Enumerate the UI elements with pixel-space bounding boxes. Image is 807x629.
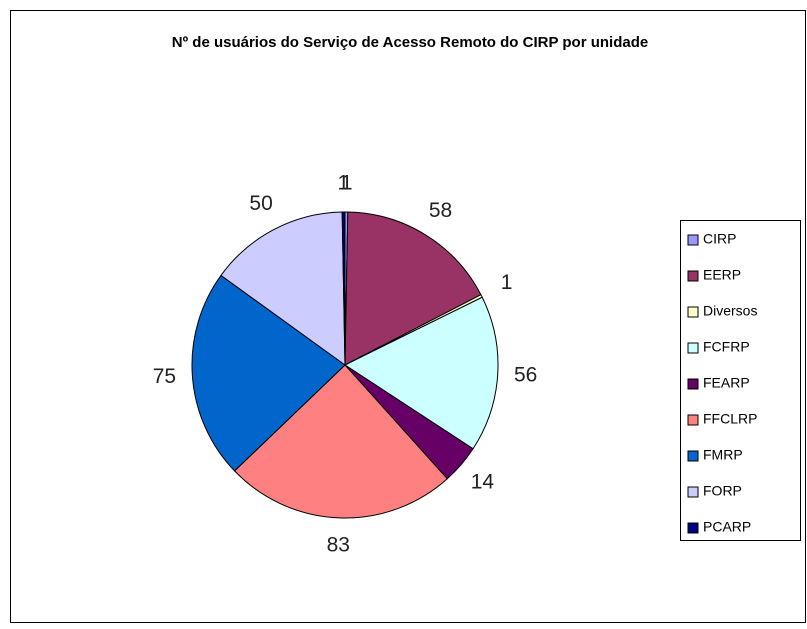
data-label: 56 — [514, 363, 537, 386]
legend-label: FCFRP — [703, 339, 750, 355]
chart-title: Nº de usuários do Serviço de Acesso Remo… — [171, 34, 649, 51]
pie-slice — [341, 211, 346, 366]
pie-slice — [343, 296, 499, 450]
legend-label: FORP — [703, 483, 742, 499]
legend-swatch — [687, 270, 699, 282]
pie-slice — [220, 211, 346, 366]
legend-swatch — [687, 234, 699, 246]
data-label: 50 — [249, 192, 272, 215]
legend-swatch — [687, 378, 699, 390]
legend-swatch — [687, 450, 699, 462]
data-label: 58 — [429, 199, 452, 222]
legend-label: CIRP — [703, 231, 736, 247]
title-box: Nº de usuários do Serviço de Acesso Remo… — [171, 34, 649, 51]
legend-swatch — [687, 486, 699, 498]
legend-swatch — [687, 342, 699, 354]
data-label: 75 — [153, 365, 176, 388]
data-label: 1 — [341, 172, 353, 195]
legend-label: Diversos — [703, 303, 757, 319]
pie-slice — [344, 211, 482, 366]
legend-label: FEARP — [703, 375, 750, 391]
legend-label: EERP — [703, 267, 741, 283]
legend-swatch — [687, 306, 699, 318]
legend-label: FFCLRP — [703, 411, 757, 427]
legend-label: PCARP — [703, 519, 751, 535]
data-label: 1 — [337, 172, 349, 195]
legend-swatch — [687, 522, 699, 534]
data-label: 14 — [471, 470, 495, 493]
legend-box — [680, 220, 801, 541]
data-label: 1 — [501, 271, 513, 294]
legend-label: FMRP — [703, 447, 743, 463]
pie-slice — [191, 274, 346, 472]
pie-slice — [233, 364, 448, 519]
data-label: 83 — [327, 533, 350, 556]
legend-swatch — [687, 414, 699, 426]
